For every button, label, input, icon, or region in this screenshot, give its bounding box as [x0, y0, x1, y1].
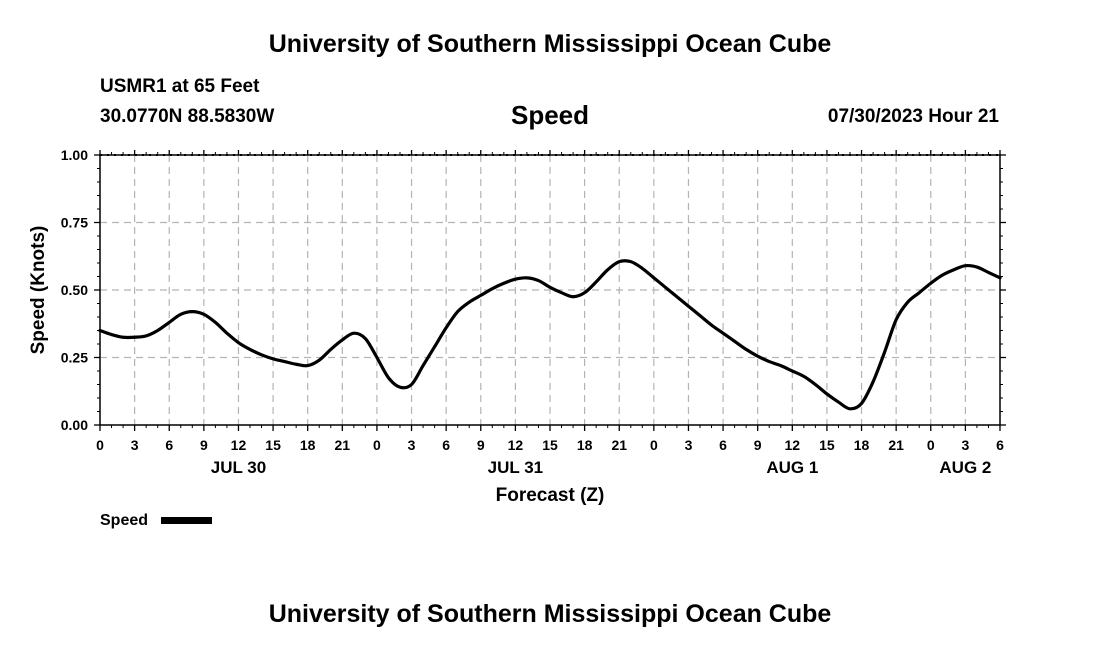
x-tick-label: 12	[508, 437, 524, 453]
x-tick-label: 21	[335, 437, 351, 453]
x-tick-label: 21	[611, 437, 627, 453]
x-tick-label: 6	[996, 437, 1004, 453]
station-coordinates: 30.0770N 88.5830W	[100, 106, 275, 127]
x-tick-label: 18	[300, 437, 316, 453]
x-tick-label: 18	[854, 437, 870, 453]
date-labels: JUL 30 JUL 31 AUG 1 AUG 2	[211, 458, 992, 477]
y-tick-labels: 0.00 0.25 0.50 0.75 1.00	[61, 147, 88, 433]
x-tick-label: 3	[961, 437, 969, 453]
x-tick-label: 6	[442, 437, 450, 453]
x-tick-label: 12	[231, 437, 247, 453]
x-tick-label: 0	[650, 437, 658, 453]
x-tick-label: 15	[542, 437, 558, 453]
chart-main-title: University of Southern Mississippi Ocean…	[268, 30, 832, 58]
y-tick-label: 0.75	[61, 215, 88, 231]
speed-series-line	[98, 259, 1002, 411]
legend-swatch	[161, 517, 212, 524]
x-tick-label: 3	[131, 437, 139, 453]
date-label: JUL 31	[488, 458, 543, 477]
axis-ticks	[94, 150, 1006, 431]
date-label: JUL 30	[211, 458, 266, 477]
x-tick-label: 21	[888, 437, 904, 453]
x-tick-label: 0	[373, 437, 381, 453]
x-tick-labels: 0 3 6 9 12 15 18 21 0 3 6 9 12 15 18 21 0 3 6 9 12 15 18 21 0 3 6	[96, 437, 1004, 453]
x-tick-label: 9	[477, 437, 485, 453]
x-tick-label: 3	[685, 437, 693, 453]
legend-label: Speed	[100, 512, 148, 529]
grid	[100, 155, 1000, 425]
y-tick-label: 0.00	[61, 417, 88, 433]
y-axis-label: Speed (Knots)	[28, 226, 49, 355]
variable-title: Speed	[510, 100, 590, 130]
x-tick-label: 9	[754, 437, 762, 453]
x-tick-label: 15	[819, 437, 835, 453]
date-label: AUG 1	[766, 458, 818, 477]
x-tick-label: 0	[96, 437, 104, 453]
x-tick-label: 0	[927, 437, 935, 453]
forecast-datetime: 07/30/2023 Hour 21	[827, 106, 999, 127]
x-tick-label: 9	[200, 437, 208, 453]
y-tick-label: 0.50	[61, 282, 88, 298]
y-tick-label: 0.25	[61, 350, 88, 366]
footer-title: University of Southern Mississippi Ocean…	[268, 600, 832, 628]
x-tick-label: 3	[408, 437, 416, 453]
y-tick-label: 1.00	[61, 147, 88, 163]
x-tick-label: 15	[265, 437, 281, 453]
x-tick-label: 18	[577, 437, 593, 453]
x-axis-label: Forecast (Z)	[496, 485, 605, 506]
date-label: AUG 2	[939, 458, 991, 477]
station-label: USMR1 at 65 Feet	[100, 76, 260, 97]
x-tick-label: 6	[719, 437, 727, 453]
x-tick-label: 6	[165, 437, 173, 453]
x-tick-label: 12	[785, 437, 801, 453]
